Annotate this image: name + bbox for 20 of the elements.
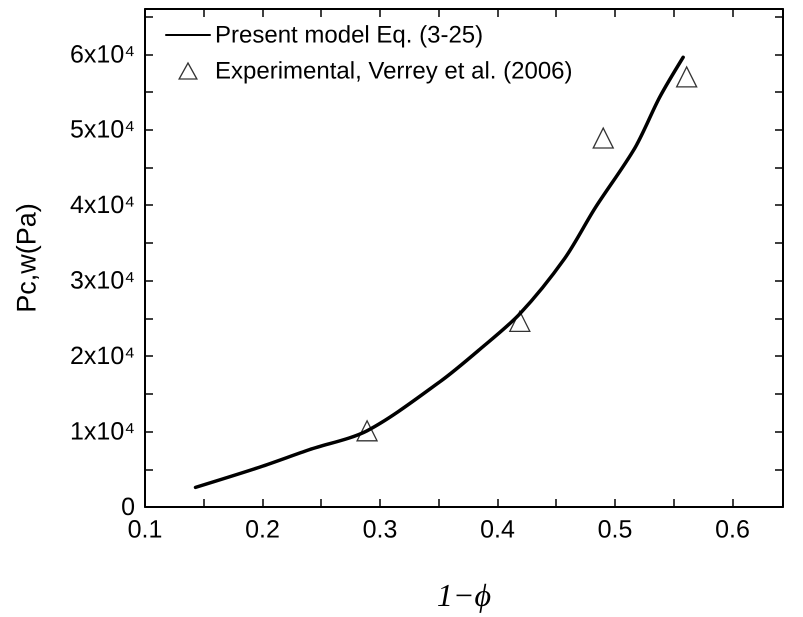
legend-label: Experimental, Verrey et al. (2006) xyxy=(215,58,573,84)
legend-label: Present model Eq. (3-25) xyxy=(215,22,484,48)
y-tick-label: 3x10⁴ xyxy=(70,266,135,295)
point xyxy=(356,420,378,442)
y-axis-title: Pc,w(Pa) xyxy=(12,203,42,313)
y-tick-label: 5x10⁴ xyxy=(70,116,135,144)
x-tick-label: 0.3 xyxy=(362,516,398,544)
y-tick-label: 2x10⁴ xyxy=(70,342,135,370)
y-tick-label: 1x10⁴ xyxy=(70,418,135,446)
y-tick-label: 6x10⁴ xyxy=(70,40,135,68)
line-series xyxy=(194,56,685,490)
x-tick-label: 0.2 xyxy=(245,516,280,544)
point xyxy=(592,127,614,149)
x-axis-title: 1−ϕ xyxy=(436,577,492,613)
y-tick-label: 4x10⁴ xyxy=(70,191,135,220)
x-tick-label: 0.6 xyxy=(715,516,750,544)
point xyxy=(509,310,530,332)
x-tick-label: 0.4 xyxy=(480,516,515,544)
x-tick-label: 0.5 xyxy=(598,516,632,544)
point xyxy=(676,66,698,88)
